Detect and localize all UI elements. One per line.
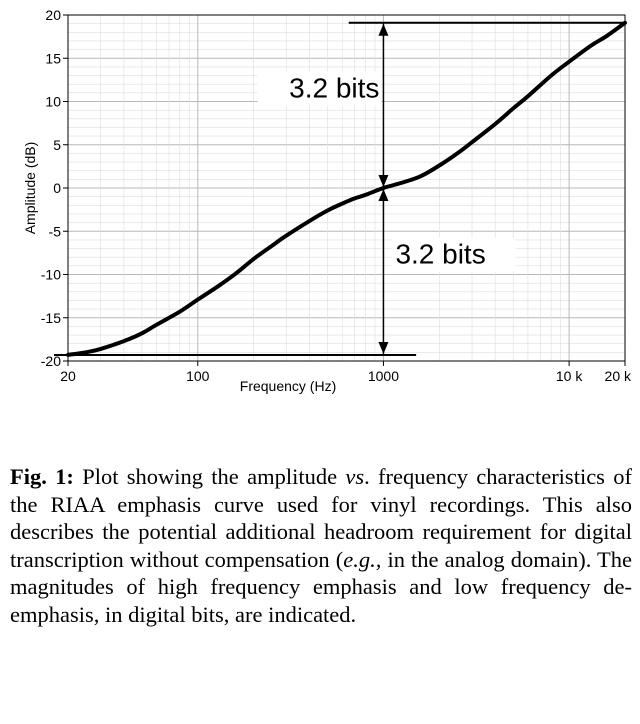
caption-vs: vs xyxy=(345,464,365,489)
arrow-head xyxy=(378,23,389,36)
x-axis-title: Frequency (Hz) xyxy=(240,378,336,394)
y-tick-label: -15 xyxy=(41,310,61,326)
y-tick-label: 10 xyxy=(45,94,61,110)
x-tick-label: 100 xyxy=(186,368,210,384)
y-tick-label: -5 xyxy=(49,223,62,239)
caption-text-3: in the analog domain). The magnitudes of… xyxy=(10,546,632,627)
x-tick-label: 20 xyxy=(60,368,76,384)
arrow-head xyxy=(378,189,389,201)
x-axis-ticks: 20 100 1000 10 k 20 k xyxy=(60,361,632,384)
annotation-label-bg xyxy=(257,71,382,106)
x-tick-label: 1000 xyxy=(368,368,399,384)
grid xyxy=(67,14,626,362)
y-tick-label: -20 xyxy=(41,353,61,369)
y-tick-label: 20 xyxy=(45,7,61,23)
y-tick-label: 5 xyxy=(53,137,61,153)
caption-text-1: Plot showing the amplitude xyxy=(73,464,346,489)
y-tick-label: 15 xyxy=(45,50,61,66)
x-tick-label: 20 k xyxy=(605,368,632,384)
y-tick-label: -10 xyxy=(41,267,61,283)
annotation-label-bg xyxy=(391,237,516,272)
caption-eg: e.g., xyxy=(343,546,382,572)
y-axis-ticks: 20 15 10 5 0 -5 -10 -15 -20 xyxy=(41,7,68,369)
caption-label: Fig. 1: xyxy=(10,464,74,489)
figure-caption: Fig. 1: Plot showing the amplitude vs. f… xyxy=(10,463,632,628)
annotation-label: 3.2 bits xyxy=(395,238,485,269)
x-tick-label: 10 k xyxy=(556,368,583,384)
arrow-head xyxy=(378,341,389,354)
reference-lines xyxy=(54,21,625,356)
annotation-label: 3.2 bits xyxy=(289,72,379,103)
y-tick-label: 0 xyxy=(53,180,61,196)
caption-text-2: . frequency characteristics of the RIAA … xyxy=(10,464,632,572)
riaa-curve xyxy=(66,20,627,357)
arrow-head xyxy=(378,175,389,187)
annotations: 3.2 bits 3.2 bits xyxy=(257,22,516,355)
y-axis-title: Amplitude (dB) xyxy=(22,142,38,235)
series-layer xyxy=(66,20,627,357)
